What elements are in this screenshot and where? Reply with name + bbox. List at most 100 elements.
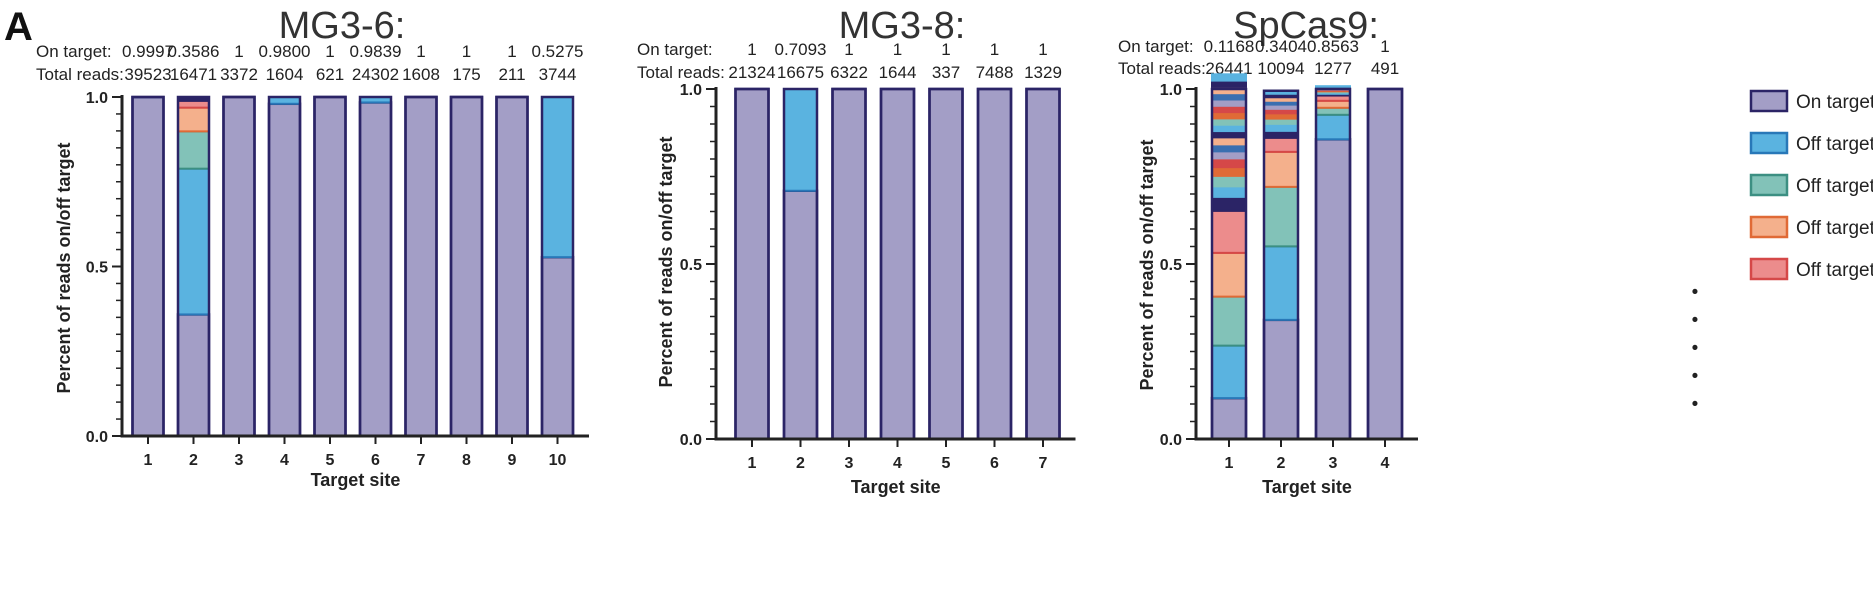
charts-group: MG3-6:On target:Total reads:0.9997395230… xyxy=(36,5,1418,497)
y-tick-label: 1.0 xyxy=(1160,82,1182,99)
bar-segment xyxy=(1211,157,1247,169)
x-axis-title: Target site xyxy=(311,470,401,490)
x-axis-title: Target site xyxy=(1262,477,1352,497)
total-reads-value: 26441 xyxy=(1205,59,1252,78)
bar-segment xyxy=(1315,113,1351,141)
bar-stack xyxy=(131,95,165,438)
total-reads-value: 491 xyxy=(1371,59,1399,78)
total-reads-value: 39523 xyxy=(124,65,171,84)
total-reads-value: 16471 xyxy=(170,65,217,84)
x-tick-label: 7 xyxy=(1039,455,1048,472)
total-reads-value: 3372 xyxy=(220,65,258,84)
bar-segment xyxy=(1211,185,1247,198)
bar-segment xyxy=(782,189,819,441)
bar-segment xyxy=(1211,136,1247,146)
legend-label: Off target 2 xyxy=(1796,176,1873,197)
bar-segment xyxy=(541,96,574,259)
bar-stack xyxy=(449,95,484,438)
x-tick-label: 7 xyxy=(417,452,426,469)
on-target-value: 1 xyxy=(747,40,756,59)
bar-segment xyxy=(831,87,867,441)
on-target-value: 1 xyxy=(1038,40,1047,59)
on-target-value: 1 xyxy=(1380,37,1389,56)
bar-segment xyxy=(1211,143,1247,153)
x-tick-label: 4 xyxy=(1381,455,1390,472)
on-target-value: 1 xyxy=(416,42,425,61)
x-tick-label: 5 xyxy=(942,455,951,472)
chart-3: SpCas9: On target: Total reads: 0.1168 26441… xyxy=(1118,5,1418,497)
chart-title: MG3-8: xyxy=(839,5,966,47)
total-reads-value: 24302 xyxy=(352,65,399,84)
legend-swatch xyxy=(1749,131,1789,155)
total-reads-value: 211 xyxy=(498,65,525,84)
total-reads-value: 6322 xyxy=(830,63,868,82)
bar-stack xyxy=(313,95,347,438)
y-tick-label: 0.5 xyxy=(680,257,702,274)
y-tick-label: 0.5 xyxy=(86,260,108,277)
total-reads-value: 1604 xyxy=(266,65,304,84)
bar-segment xyxy=(1211,209,1247,254)
on-target-value: 1 xyxy=(462,42,471,61)
bar-stack xyxy=(495,95,529,438)
x-tick-label: 2 xyxy=(796,455,805,472)
legend: On target Off target 1 Off target 2 Off tar… xyxy=(1692,89,1873,415)
bar-segment xyxy=(1263,136,1299,153)
bar-segment xyxy=(1211,295,1247,347)
x-tick-label: 10 xyxy=(549,452,567,469)
bar-segment xyxy=(928,87,964,441)
x-tick-label: 3 xyxy=(845,455,854,472)
total-reads-value: 16675 xyxy=(777,63,824,82)
total-reads-value: 337 xyxy=(932,63,960,82)
legend-swatch xyxy=(1749,257,1789,281)
bar-segment xyxy=(1263,122,1299,132)
bar-stack xyxy=(358,95,393,438)
on-target-label: On target: xyxy=(637,40,713,59)
bar-stack xyxy=(1025,87,1061,441)
bar-segment xyxy=(1211,344,1247,400)
y-axis-title: Percent of reads on/off target xyxy=(656,136,676,387)
x-tick-label: 9 xyxy=(508,452,517,469)
y-tick-label: 0.0 xyxy=(1160,432,1182,449)
on-target-value: 0.7093 xyxy=(775,40,827,59)
panel-letter: A xyxy=(4,5,33,49)
on-target-value: 1 xyxy=(893,40,902,59)
total-reads-label: Total reads: xyxy=(36,65,124,84)
on-target-value: 0.8563 xyxy=(1307,37,1359,56)
bar-segment xyxy=(1025,87,1061,441)
x-tick-label: 6 xyxy=(371,452,380,469)
x-tick-label: 3 xyxy=(235,452,244,469)
bar-stack xyxy=(928,87,964,441)
bar-segment xyxy=(1211,195,1247,212)
on-target-value: 0.9997 xyxy=(122,42,174,61)
bar-segment xyxy=(1263,185,1299,248)
legend-more-dot: • xyxy=(1692,366,1699,387)
bar-segment xyxy=(1211,150,1247,160)
y-tick-label: 1.0 xyxy=(86,90,108,107)
bar-segment xyxy=(1211,251,1247,298)
total-reads-value: 175 xyxy=(452,65,480,84)
total-reads-value: 1277 xyxy=(1314,59,1352,78)
bar-segment xyxy=(131,95,165,438)
on-target-value: 1 xyxy=(941,40,950,59)
total-reads-label: Total reads: xyxy=(637,63,725,82)
bar-segment xyxy=(222,95,256,438)
total-reads-value: 1644 xyxy=(879,63,917,82)
on-target-value: 1 xyxy=(844,40,853,59)
legend-swatch xyxy=(1749,215,1789,239)
legend-swatch xyxy=(1749,89,1789,113)
bar-stack xyxy=(540,95,575,438)
on-target-value: 0.5275 xyxy=(532,42,584,61)
x-tick-label: 4 xyxy=(893,455,902,472)
x-tick-label: 1 xyxy=(748,455,757,472)
on-target-value: 0.3586 xyxy=(168,42,220,61)
total-reads-value: 10094 xyxy=(1257,59,1304,78)
y-axis-title: Percent of reads on/off target xyxy=(1137,139,1157,390)
y-tick-label: 0.5 xyxy=(1160,257,1182,274)
bar-stack xyxy=(176,95,211,438)
total-reads-value: 1608 xyxy=(402,65,440,84)
bar-segment xyxy=(1263,150,1299,188)
y-axis-title: Percent of reads on/off target xyxy=(54,142,74,393)
on-target-value: 1 xyxy=(507,42,516,61)
on-target-value: 0.1168 xyxy=(1204,37,1255,56)
